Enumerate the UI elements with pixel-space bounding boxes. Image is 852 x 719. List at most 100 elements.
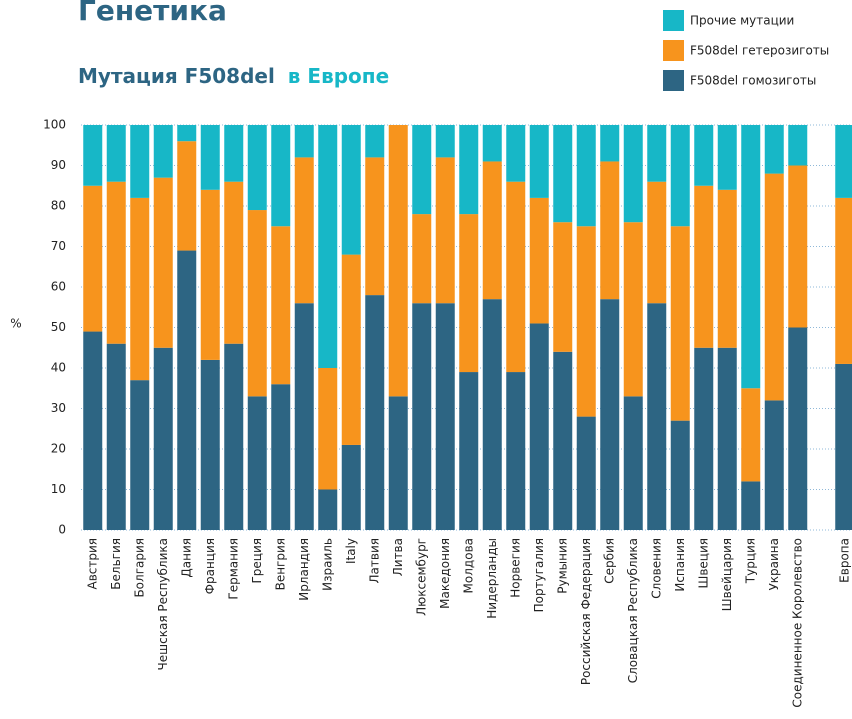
y-tick-label: 80 [51, 199, 66, 213]
bar-segment [271, 226, 291, 385]
bar-segment [341, 125, 361, 255]
legend-swatch [663, 40, 684, 61]
bar-segment [318, 125, 338, 368]
x-tick-label: Германия [226, 538, 240, 600]
bar-segment [459, 372, 479, 530]
bar-segment [576, 416, 596, 530]
x-tick-label: Европа [837, 538, 851, 583]
bar-segment [388, 396, 408, 530]
x-tick-label: Словацкая Республика [626, 538, 640, 683]
bar-segment [600, 161, 620, 300]
bar-segment [294, 157, 314, 304]
bar-segment [294, 303, 314, 530]
x-tick-label: Франция [203, 538, 217, 594]
bar-segment [482, 161, 502, 300]
bar-segment [365, 157, 385, 296]
bar-segment [482, 299, 502, 530]
bar-segment [506, 125, 526, 182]
bar-segment [482, 125, 502, 162]
bar-segment [153, 347, 173, 530]
x-tick-label: Румыния [555, 538, 569, 594]
x-tick-label: Литва [391, 538, 405, 576]
x-tick-label: Израиль [320, 538, 334, 591]
x-tick-label: Нидерланды [485, 538, 499, 619]
bar-segment [153, 125, 173, 178]
bar-segment [294, 125, 314, 158]
bar-segment [741, 388, 761, 482]
bar-segment [764, 173, 784, 401]
subtitle-highlight: в Европе [288, 64, 389, 88]
bar-segment [435, 157, 455, 304]
bar-segment [506, 181, 526, 373]
bar-segment [835, 125, 852, 198]
y-tick-label: 30 [51, 401, 66, 415]
bar-segment [694, 185, 714, 348]
bar-segment [247, 210, 267, 397]
bar-segment [412, 214, 432, 304]
bar-segment [670, 125, 690, 227]
x-tick-label: Российская Федерация [579, 538, 593, 685]
bar-segment [600, 299, 620, 530]
bar-segment [647, 303, 667, 530]
bar-segment [623, 125, 643, 223]
bar-segment [788, 165, 808, 328]
bar-segment [553, 222, 573, 352]
bar-segment [764, 125, 784, 174]
bar-segment [788, 125, 808, 166]
legend-label: Прочие мутации [690, 14, 794, 28]
bar-segment [764, 400, 784, 530]
bar-segment [529, 323, 549, 530]
x-tick-label: Ирландия [297, 538, 311, 601]
bar-segment [694, 347, 714, 530]
x-tick-label: Люксембург [414, 538, 428, 616]
bar-segment [435, 125, 455, 158]
bar-segment [106, 343, 126, 530]
bar-segment [247, 396, 267, 530]
bar-segment [200, 125, 220, 190]
y-tick-label: 10 [51, 482, 66, 496]
x-tick-label: Украина [767, 538, 781, 591]
y-tick-label: 20 [51, 442, 66, 456]
x-tick-label: Швеция [696, 538, 710, 588]
y-tick-label: 50 [51, 320, 66, 334]
bar-segment [412, 303, 432, 530]
x-tick-label: Словения [649, 538, 663, 599]
legend-label: F508del гомозиготы [690, 74, 816, 88]
bar-segment [647, 181, 667, 304]
bar-segment [177, 250, 197, 531]
bar-segment [106, 181, 126, 344]
legend-swatch [663, 70, 684, 91]
bar-segment [623, 396, 643, 530]
bar-segment [247, 125, 267, 211]
legend-label: F508del гетерозиготы [690, 44, 829, 58]
bar-segment [670, 420, 690, 530]
bar-segment [341, 254, 361, 445]
x-tick-label: Македония [438, 538, 452, 609]
bar-segment [365, 295, 385, 530]
x-tick-label: Сербия [602, 538, 616, 584]
bar-segment [717, 189, 737, 348]
bar-segment [224, 343, 244, 530]
y-tick-label: 100 [43, 118, 66, 132]
x-tick-label: Испания [673, 538, 687, 592]
bar-segment [717, 347, 737, 530]
bar-segment [529, 197, 549, 324]
x-tick-label: Italy [344, 538, 358, 564]
bar-segment [177, 125, 197, 142]
chart-title: Генетика [78, 0, 227, 27]
x-tick-label: Венгрия [273, 538, 287, 590]
bar-segment [600, 125, 620, 162]
chart-subtitle: Мутация F508del в Европе [78, 64, 389, 88]
bar-segment [459, 214, 479, 373]
bar-segment [177, 141, 197, 251]
x-tick-label: Соединенное Королевство [790, 538, 804, 708]
y-axis-label: % [10, 317, 21, 331]
bar-segment [647, 125, 667, 182]
bar-segment [459, 125, 479, 215]
bar-segment [506, 372, 526, 530]
bar-segment [318, 489, 338, 530]
bar-segment [130, 197, 150, 381]
bar-segment [271, 125, 291, 227]
